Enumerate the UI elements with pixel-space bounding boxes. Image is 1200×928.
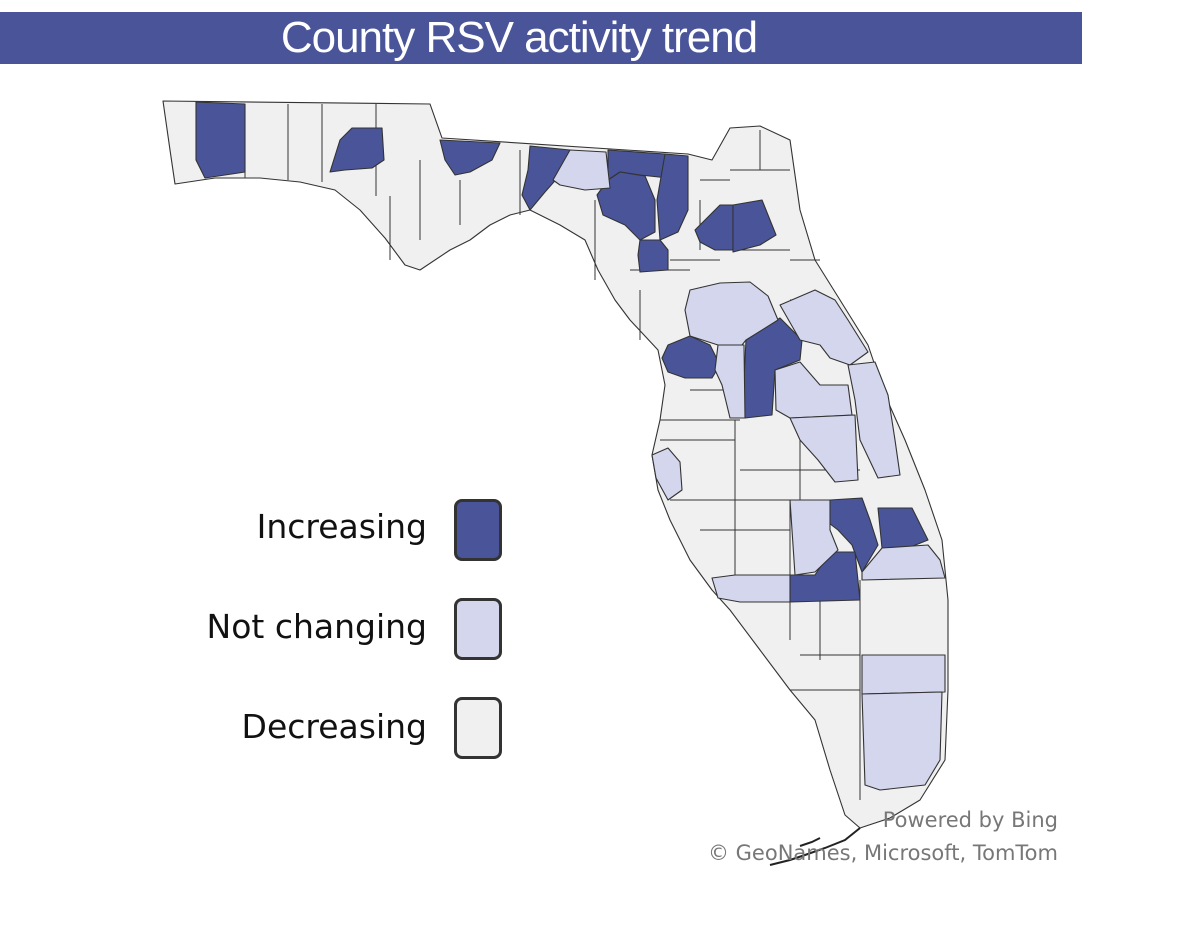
county-st-lucie: [877, 507, 929, 549]
county-alachua-north: [637, 239, 669, 273]
title-bar: County RSV activity trend: [0, 12, 1082, 64]
increasing-counties: [195, 101, 929, 603]
county-suwannee-gilchrist: [596, 171, 656, 241]
county-hamilton: [552, 149, 611, 191]
county-miami-dade: [861, 691, 943, 791]
county-sumter: [714, 344, 746, 419]
county-charlotte: [711, 574, 791, 603]
florida-keys: [769, 827, 861, 866]
not-changing-counties: [552, 149, 946, 791]
county-volusia: [779, 289, 869, 366]
map-title: County RSV activity trend: [280, 13, 758, 62]
legend-swatch-increasing: [454, 499, 502, 561]
legend-label-decreasing: Decreasing: [241, 707, 427, 746]
legend-swatch-not-changing: [454, 598, 502, 660]
county-putnam: [732, 199, 777, 253]
county-washington: [329, 127, 385, 173]
county-pinellas: [651, 447, 683, 501]
county-leon: [439, 139, 501, 176]
county-highlands: [789, 499, 839, 576]
legend-label-increasing: Increasing: [256, 507, 427, 546]
county-citrus: [661, 335, 721, 379]
county-escambia: [195, 101, 246, 179]
powered-by-bing: Powered by Bing: [882, 808, 1058, 832]
county-brevard: [847, 361, 901, 479]
county-baker: [656, 153, 689, 241]
county-broward: [861, 654, 946, 695]
legend-swatch-decreasing: [454, 697, 502, 759]
county-seminole-orange: [774, 361, 853, 419]
county-marion: [684, 281, 779, 346]
map-copyright: © GeoNames, Microsoft, TomTom: [707, 841, 1058, 865]
legend-label-not-changing: Not changing: [206, 607, 427, 646]
county-osceola: [789, 414, 859, 483]
county-martin: [861, 544, 946, 581]
